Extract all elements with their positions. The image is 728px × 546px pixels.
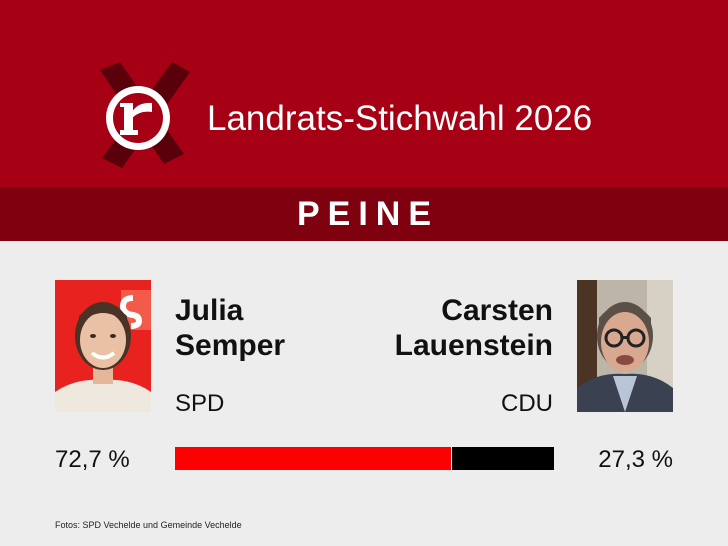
party-label-right: CDU [501, 390, 553, 417]
percent-left: 72,7 % [55, 446, 130, 473]
region-label: PEINE [296, 195, 440, 233]
result-bar-segment-right [451, 447, 554, 470]
page-title: Landrats-Stichwahl 2026 [207, 99, 593, 138]
header-banner: Landrats-Stichwahl 2026 [0, 0, 728, 187]
candidate-photo-lauenstein [577, 280, 673, 412]
percent-right: 27,3 % [598, 446, 673, 473]
result-bar-segment-left [175, 447, 452, 470]
candidate-name-right: Carsten Lauenstein [395, 293, 553, 363]
candidate-photo-semper [55, 280, 151, 412]
candidate-name-left: Julia Semper [175, 293, 285, 363]
result-bar [175, 447, 554, 470]
candidate-last-name: Lauenstein [394, 329, 553, 362]
candidate-first-name: Carsten [441, 294, 553, 327]
region-band: PEINE [0, 187, 728, 241]
r-logo-icon [86, 58, 196, 176]
candidate-last-name: Semper [175, 329, 286, 362]
party-label-left: SPD [175, 390, 225, 417]
photo-credit: Fotos: SPD Vechelde und Gemeinde Vecheld… [55, 520, 242, 530]
candidate-first-name: Julia [175, 294, 244, 327]
